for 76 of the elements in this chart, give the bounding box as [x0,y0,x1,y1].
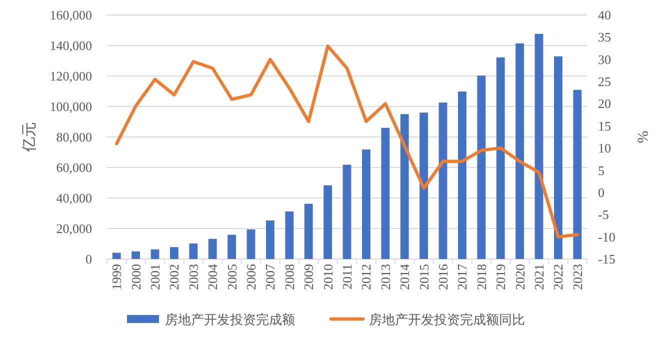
y-tick-label: 40,000 [56,190,92,206]
bar [170,247,178,259]
legend-label: 房地产开发投资完成额 [165,312,295,327]
bar [477,76,486,259]
bar [381,128,390,259]
bar [208,238,217,259]
y2-axis-title: % [634,130,650,144]
y2-tick-label: 15 [598,118,611,134]
y2-tick-label: -5 [598,207,609,222]
x-tick-label: 2008 [282,264,297,290]
y2-tick-label: 30 [598,52,611,67]
bar [342,164,352,259]
bar [132,251,140,259]
y-tick-label: 100,000 [50,99,92,114]
line-series [115,44,579,238]
bar [554,56,562,259]
x-tick-label: 2001 [148,264,162,290]
x-tick-label: 2007 [262,264,278,290]
bar [458,92,466,259]
y-tick-label: 120,000 [50,68,92,84]
y-tick-label: 60,000 [56,160,92,175]
bar [420,112,428,259]
bar [324,185,332,259]
x-tick-label: 2003 [186,264,201,290]
bar [150,249,160,259]
bar [362,150,370,259]
x-tick-label: 2023 [570,264,585,290]
x-tick-label: 2013 [378,264,393,290]
x-tick-label: 2004 [205,264,220,290]
x-tick-label: 2009 [301,264,316,290]
bar [285,211,294,259]
x-tick-label: 2016 [436,264,450,290]
y2-tick-label: -15 [598,252,616,266]
x-tick-label: 2005 [224,264,240,290]
bar [534,34,544,259]
x-tick-label: 2014 [397,264,412,290]
x-tick-label: 2010 [320,264,336,290]
bar [438,102,448,259]
y2-tick-label: 0 [598,184,604,200]
x-tick-label: 2002 [166,264,182,290]
bar [246,229,256,259]
y2-tick-label: -10 [598,229,616,244]
bar [112,252,121,259]
bar [266,220,274,259]
y2-tick-label: 20 [598,96,611,112]
y-tick-label: 0 [86,252,92,266]
x-tick-label: 2019 [493,264,508,290]
bar [516,43,524,259]
y2-tick-label: 35 [598,30,611,45]
y2-tick-label: 40 [598,8,611,22]
y2-tick-label: 10 [598,140,611,156]
x-tick-label: 2021 [532,264,546,290]
y2-tick-label: 5 [598,162,604,178]
x-tick-label: 2022 [550,264,566,290]
x-tick-label: 2006 [244,264,258,290]
bar [304,204,313,259]
x-tick-label: 2000 [128,264,144,290]
y-tick-label: 20,000 [56,221,92,236]
y-axis-title: 亿元 [22,122,38,153]
x-tick-label: 2015 [416,264,432,290]
bar [573,90,582,259]
legend-label: 房地产开发投资完成额同比 [369,312,525,327]
bar [496,57,505,259]
bar [400,114,409,259]
y-tick-label: 160,000 [50,8,92,22]
x-tick-label: 2012 [358,264,374,290]
x-tick-label: 2020 [512,264,528,290]
bar [228,234,236,259]
x-tick-label: 1999 [109,264,124,290]
x-tick-label: 2017 [454,264,470,290]
y-tick-label: 140,000 [50,38,92,53]
y2-tick-label: 25 [598,74,611,90]
x-tick-label: 2011 [340,264,354,290]
bar [189,243,198,259]
y-tick-label: 80,000 [56,130,92,144]
x-tick-label: 2018 [474,264,489,290]
